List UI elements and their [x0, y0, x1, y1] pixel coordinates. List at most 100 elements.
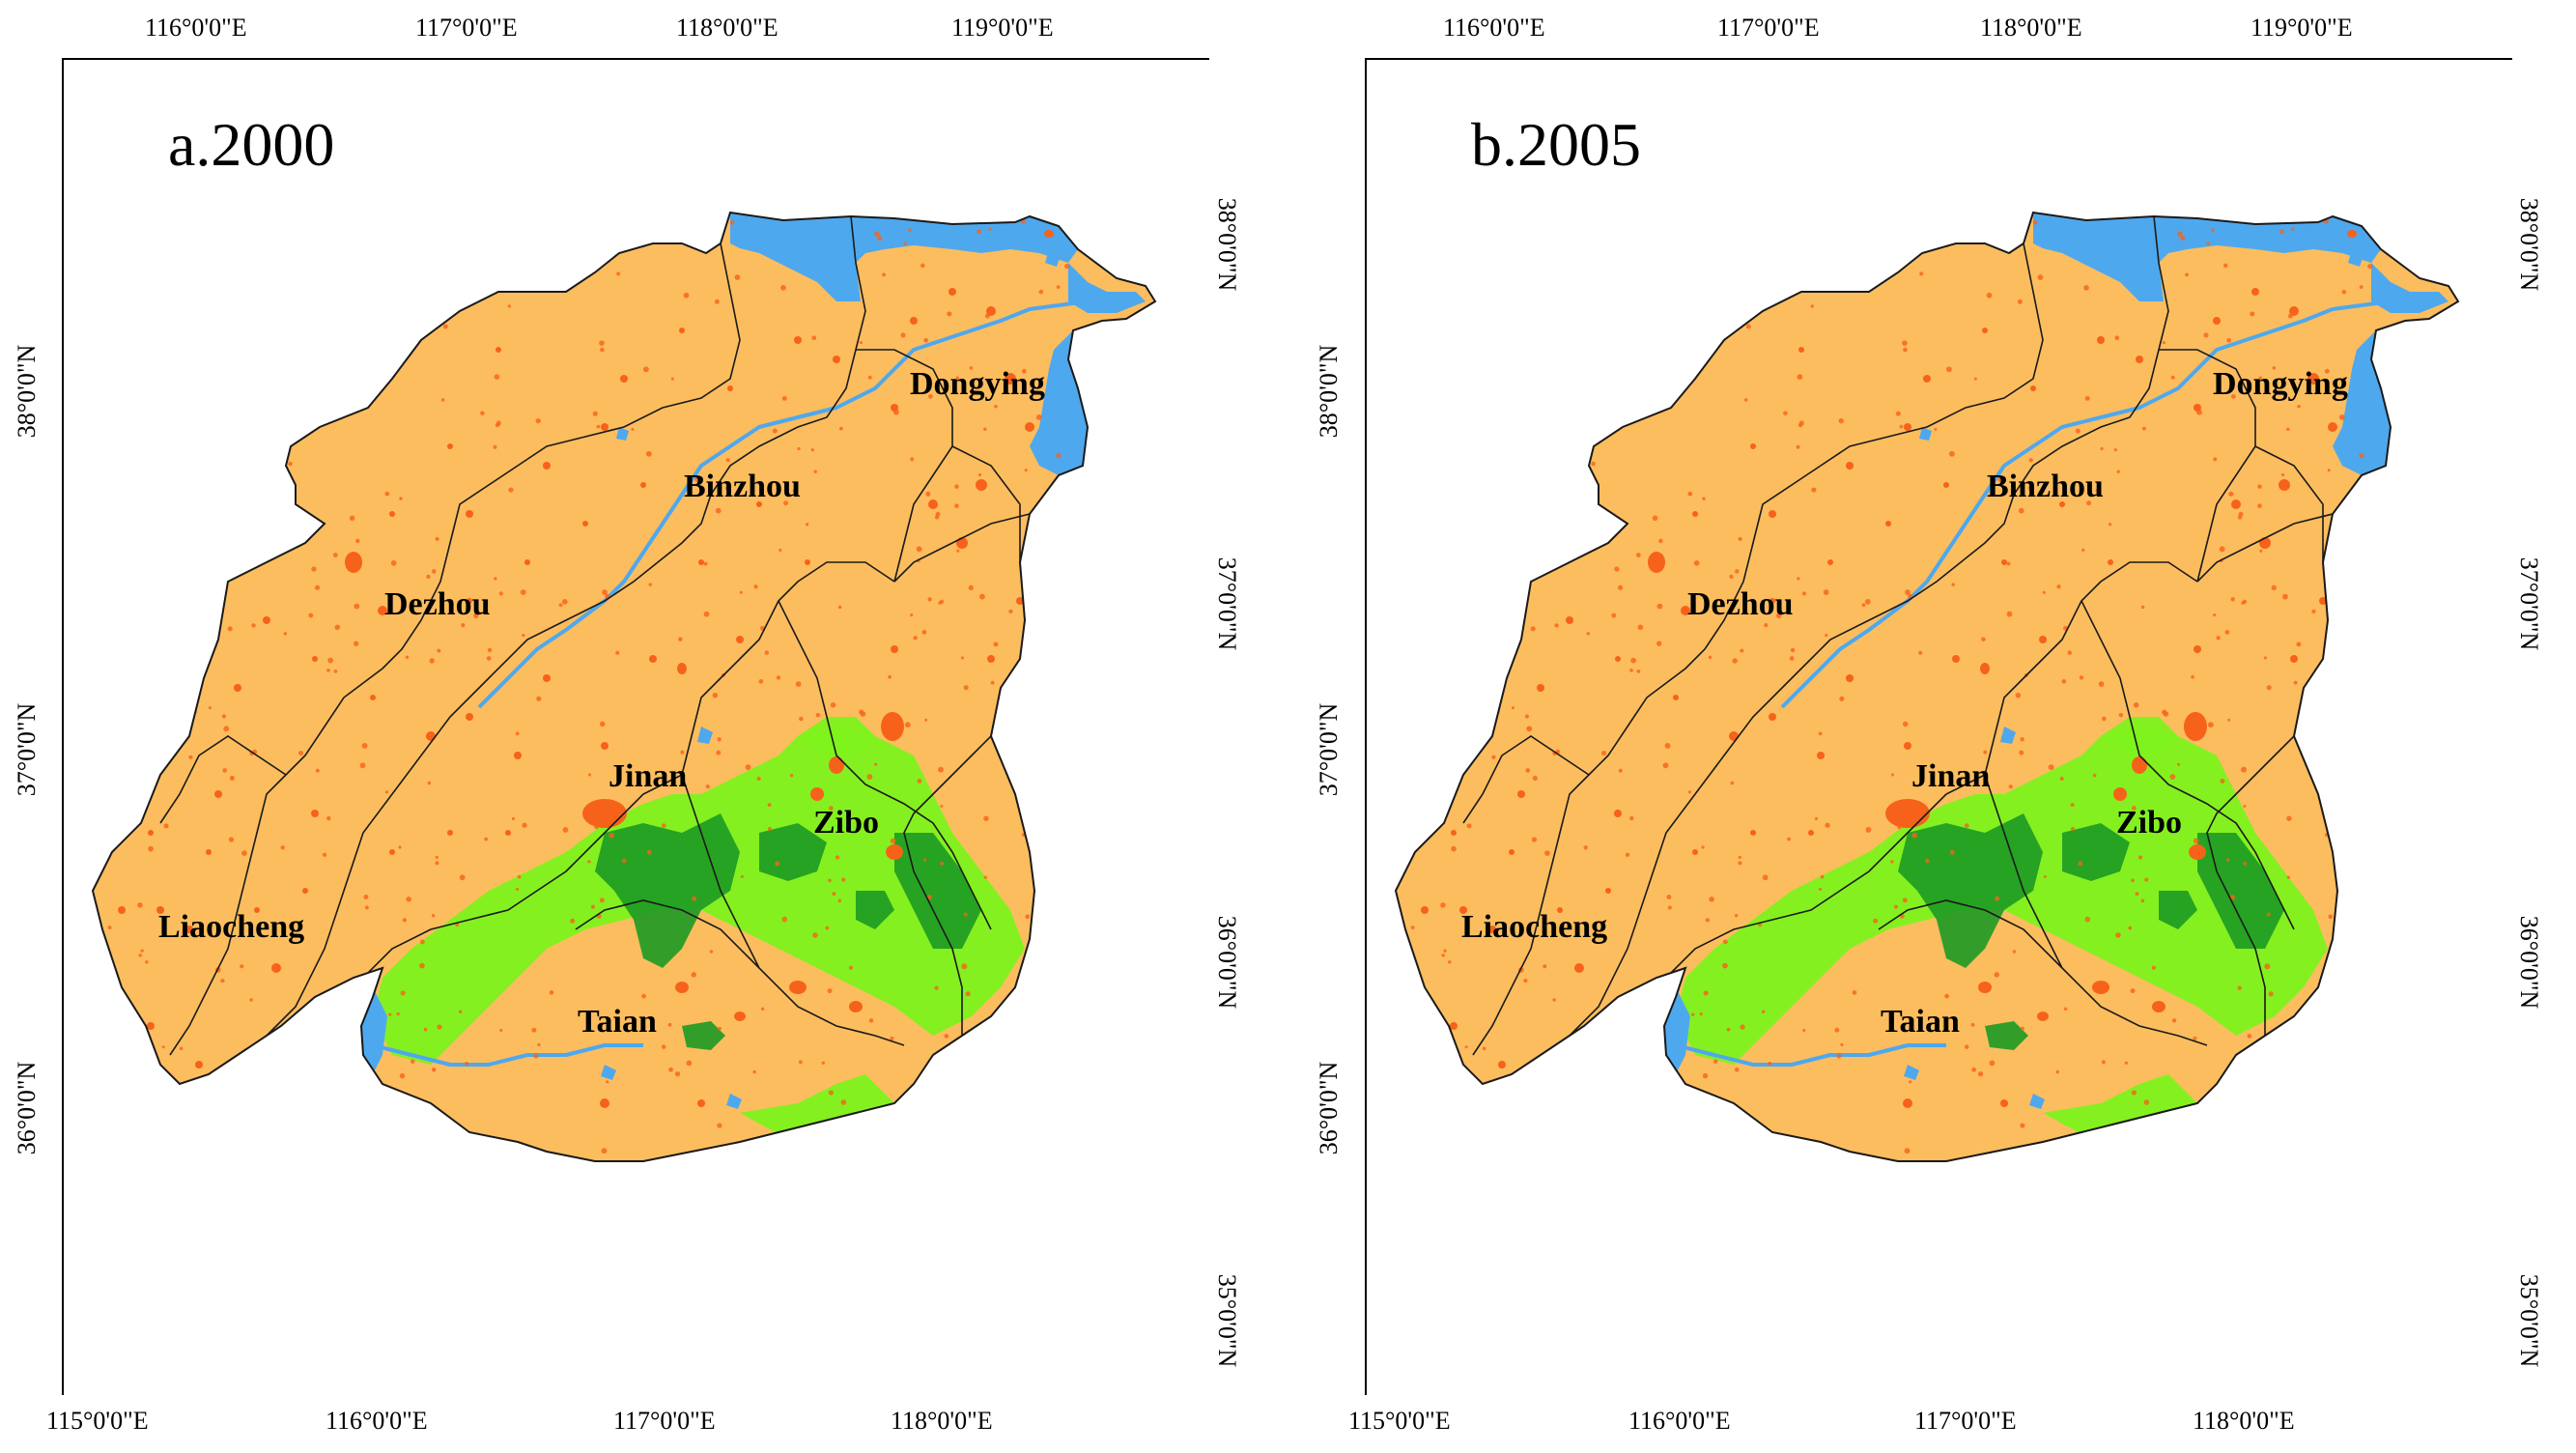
built-up-speck [1986, 292, 1993, 299]
built-up-patch [312, 656, 318, 662]
built-up-patch [1952, 655, 1960, 663]
built-up-speck [592, 411, 598, 416]
built-up-speck [2037, 274, 2044, 280]
built-up-speck [2086, 500, 2092, 506]
built-up-speck [837, 898, 842, 903]
built-up-speck [661, 823, 666, 829]
built-up-speck [587, 773, 592, 777]
built-up-speck [2238, 511, 2244, 517]
built-up-speck [2259, 549, 2263, 553]
built-up-speck [2324, 368, 2330, 374]
built-up-speck [2367, 264, 2373, 270]
built-up-speck [2219, 546, 2225, 553]
built-up-patch [2030, 385, 2036, 391]
built-up-speck [163, 823, 169, 829]
built-up-patch [697, 1099, 705, 1107]
built-up-speck [2206, 242, 2210, 245]
built-up-speck [1902, 897, 1908, 903]
built-up-speck [1761, 1010, 1766, 1014]
built-up-speck [334, 624, 341, 631]
built-up-patch [881, 712, 904, 741]
built-up-speck [355, 538, 360, 544]
city-boundary [903, 735, 992, 1036]
built-up-patch [1451, 830, 1457, 836]
built-up-speck [388, 1012, 392, 1016]
built-up-speck [1730, 781, 1735, 785]
city-label-jinan: Jinan [609, 758, 687, 794]
built-up-speck [1525, 768, 1531, 773]
built-up-speck [678, 637, 683, 641]
built-up-speck [805, 523, 809, 527]
built-up-speck [1543, 964, 1547, 969]
built-up-speck [229, 775, 235, 782]
built-up-speck [940, 805, 944, 809]
built-up-speck [590, 904, 596, 909]
bottom-lon-label: 115°0'0"E [1348, 1407, 1451, 1435]
built-up-speck [2257, 484, 2262, 489]
built-up-speck [2227, 718, 2231, 722]
built-up-speck [400, 990, 406, 996]
built-up-speck [241, 850, 247, 857]
built-up-speck [2263, 656, 2267, 660]
built-up-speck [645, 450, 652, 457]
built-up-speck [758, 679, 764, 684]
built-up-speck [1008, 609, 1013, 614]
built-up-speck [2116, 470, 2120, 473]
built-up-speck [739, 590, 743, 594]
built-up-speck [1945, 366, 1952, 373]
built-up-speck [683, 292, 690, 299]
built-up-speck [888, 674, 892, 679]
built-up-speck [1740, 648, 1744, 653]
built-up-patch [543, 674, 551, 682]
top-lon-label: 119°0'0"E [951, 14, 1054, 42]
built-up-speck [533, 1053, 539, 1059]
city-boundary [2196, 513, 2334, 583]
built-up-speck [867, 375, 872, 380]
built-up-speck [772, 428, 778, 434]
built-up-patch [2231, 499, 2241, 509]
built-up-speck [1904, 1148, 1911, 1154]
built-up-speck [752, 1069, 756, 1074]
built-up-speck [429, 658, 435, 664]
built-up-speck [783, 500, 789, 506]
built-up-speck [399, 497, 403, 500]
built-up-speck [507, 304, 511, 308]
built-up-speck [938, 601, 942, 605]
built-up-speck [1873, 918, 1879, 924]
built-up-speck [1919, 271, 1924, 276]
built-up-speck [2281, 593, 2288, 600]
forest-area [2197, 833, 2284, 949]
built-up-speck [977, 229, 981, 235]
built-up-patch [1978, 982, 1992, 993]
built-up-speck [1611, 613, 1617, 618]
left-lat-label: 38°0'0"N [1315, 344, 1344, 439]
built-up-speck [2144, 877, 2149, 882]
built-up-patch [263, 616, 270, 624]
built-up-patch [1923, 375, 1931, 383]
built-up-speck [1899, 424, 1904, 429]
built-up-speck [2241, 601, 2245, 605]
built-up-speck [333, 670, 338, 673]
built-up-speck [249, 998, 253, 1002]
built-up-patch [2328, 422, 2337, 432]
built-up-speck [606, 1080, 609, 1084]
built-up-speck [938, 766, 944, 773]
built-up-speck [616, 271, 621, 276]
forest-area [1898, 813, 2043, 968]
built-up-speck [326, 669, 330, 672]
built-up-patch [987, 655, 995, 663]
built-up-speck [2063, 1007, 2068, 1011]
built-up-speck [715, 507, 722, 514]
built-up-speck [1482, 1046, 1486, 1051]
built-up-speck [1905, 589, 1911, 595]
built-up-speck [2228, 491, 2234, 497]
built-up-patch [675, 982, 689, 993]
built-up-patch [756, 501, 762, 507]
built-up-patch [148, 830, 154, 836]
built-up-speck [1614, 566, 1620, 572]
built-up-speck [288, 461, 293, 467]
built-up-patch [389, 849, 395, 855]
built-up-patch [601, 742, 609, 750]
built-up-patch [1557, 907, 1563, 913]
built-up-speck [398, 845, 402, 849]
